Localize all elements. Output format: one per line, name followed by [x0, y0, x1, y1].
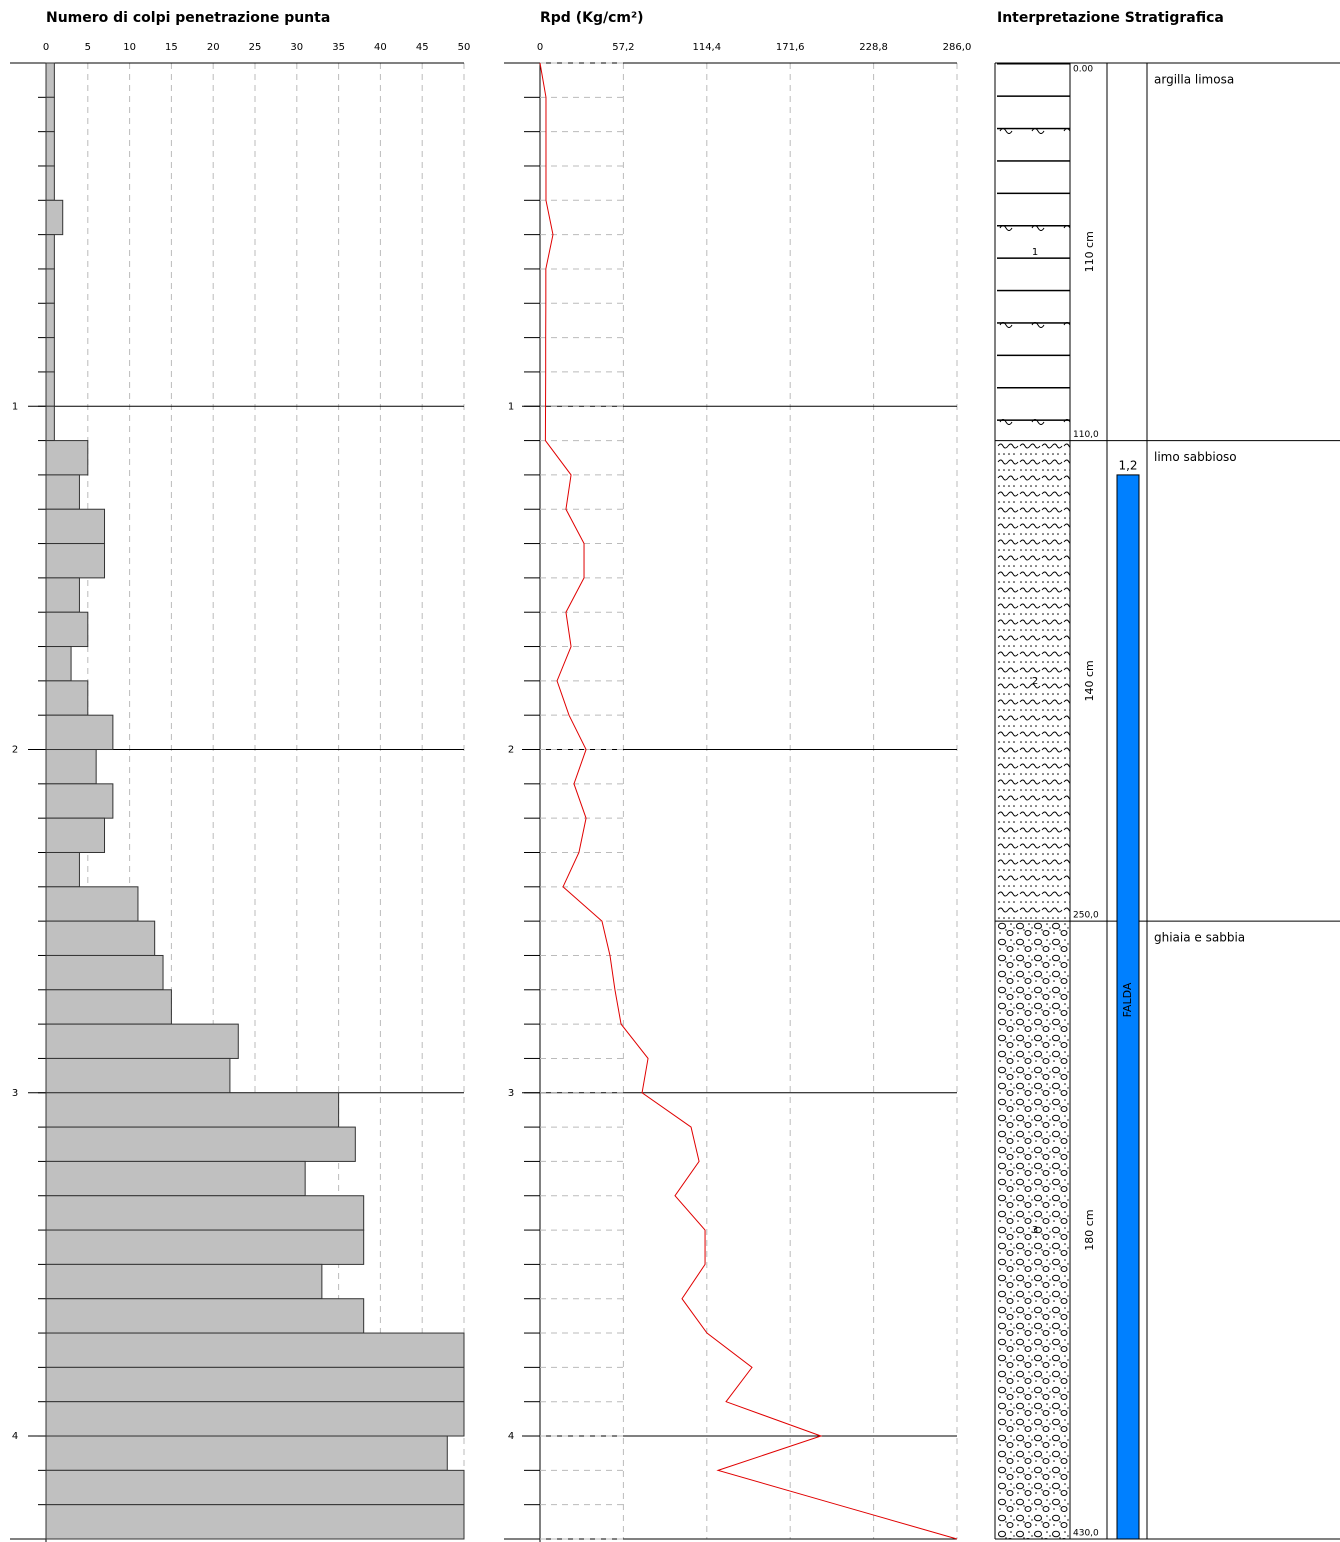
layer-description: limo sabbioso — [1154, 450, 1237, 464]
layer-thickness: 180 cm — [1083, 1209, 1096, 1250]
x-tick-label: 10 — [123, 42, 136, 53]
x-tick-label: 114,4 — [692, 42, 721, 53]
x-tick-label: 40 — [374, 42, 387, 53]
stratigraphy-panel: Interpretazione Stratigrafica 1 110 cm argi… — [994, 10, 1340, 1540]
bar — [45, 1263, 323, 1300]
bar — [45, 954, 164, 991]
bar — [45, 1332, 465, 1368]
x-tick-label: 35 — [332, 42, 345, 53]
bar — [45, 543, 106, 579]
bar — [45, 1023, 239, 1059]
x-tick-label: 45 — [416, 42, 429, 53]
boundary-label: 0.00 — [1073, 65, 1093, 75]
bar — [45, 1366, 465, 1403]
bar — [45, 508, 106, 545]
bar — [45, 62, 55, 98]
bar — [45, 577, 80, 613]
chart-title: Numero di colpi penetrazione punta — [46, 10, 330, 26]
x-tick-label: 50 — [458, 42, 471, 53]
bar — [45, 1469, 465, 1506]
bar — [45, 1160, 306, 1197]
bar — [45, 646, 72, 682]
boundary-label: 250,0 — [1073, 911, 1099, 921]
bar — [45, 302, 55, 339]
bar — [45, 1057, 231, 1094]
y-tick-label: 2 — [508, 745, 514, 756]
rpd-line — [539, 62, 958, 1540]
x-tick-label: 171,6 — [776, 42, 805, 53]
y-tick-label: 1 — [508, 401, 514, 412]
rpd-panel: Rpd (Kg/cm²) 0 57,2 114,4 171,6 228,8 286,0 1 2 3… — [504, 10, 971, 1542]
bar — [45, 1435, 448, 1471]
y-tick-label: 4 — [508, 1431, 514, 1442]
x-tick-label: 228,8 — [859, 42, 888, 53]
bar — [45, 371, 55, 407]
bar — [45, 165, 55, 201]
x-tick-label: 5 — [85, 42, 91, 53]
bar — [45, 611, 89, 648]
bar — [45, 817, 106, 853]
chart-title: Interpretazione Stratigrafica — [997, 10, 1224, 26]
bar — [45, 1504, 465, 1540]
bar — [45, 234, 55, 270]
x-tick-label: 20 — [207, 42, 220, 53]
bar — [45, 886, 139, 922]
x-tick-label: 15 — [165, 42, 178, 53]
water-depth-label: 1,2 — [1118, 458, 1137, 472]
x-tick-label: 0 — [537, 42, 543, 53]
bar — [45, 474, 80, 510]
x-tick-label: 57,2 — [612, 42, 634, 53]
y-tick-label: 2 — [12, 745, 18, 756]
bar — [45, 851, 80, 888]
bar — [45, 714, 114, 751]
water-table — [1116, 474, 1140, 1540]
bar — [45, 440, 89, 476]
y-tick-label: 4 — [12, 1431, 18, 1442]
y-tick-label: 3 — [508, 1088, 514, 1099]
bar — [45, 1298, 365, 1334]
water-label: FALDA — [1121, 982, 1134, 1017]
layer-pattern — [997, 921, 1070, 1539]
bar — [45, 680, 89, 716]
bar — [45, 131, 55, 167]
bar — [45, 1401, 465, 1437]
chart-title: Rpd (Kg/cm²) — [540, 10, 644, 26]
bar — [45, 1195, 365, 1231]
layer-description: argilla limosa — [1154, 73, 1234, 87]
bar — [45, 1092, 340, 1128]
x-tick-label: 30 — [290, 42, 303, 53]
bar — [45, 199, 64, 236]
layer-thickness: 140 cm — [1083, 660, 1096, 701]
bar — [45, 96, 55, 133]
y-tick-label: 3 — [12, 1088, 18, 1099]
layer-description: ghiaia e sabbia — [1154, 931, 1245, 945]
layer-pattern — [997, 63, 1070, 441]
bar — [45, 989, 172, 1025]
bar — [45, 1126, 356, 1162]
x-tick-label: 286,0 — [943, 42, 972, 53]
bar — [45, 337, 55, 373]
boundary-label: 430,0 — [1073, 1529, 1099, 1539]
layer-pattern — [997, 440, 1070, 922]
bar — [45, 1229, 365, 1265]
layer-number: 1 — [1032, 247, 1038, 258]
bar — [45, 920, 156, 956]
bar — [45, 268, 55, 304]
y-tick-label: 1 — [12, 401, 18, 412]
x-tick-label: 0 — [43, 42, 49, 53]
bar — [45, 405, 55, 442]
boundary-label: 110,0 — [1073, 430, 1099, 440]
layer-number: 2 — [1032, 676, 1038, 687]
bar — [45, 749, 97, 785]
bar — [45, 783, 114, 819]
layer-thickness: 110 cm — [1083, 231, 1096, 272]
x-tick-label: 25 — [249, 42, 262, 53]
layer-number: 3 — [1032, 1225, 1038, 1236]
